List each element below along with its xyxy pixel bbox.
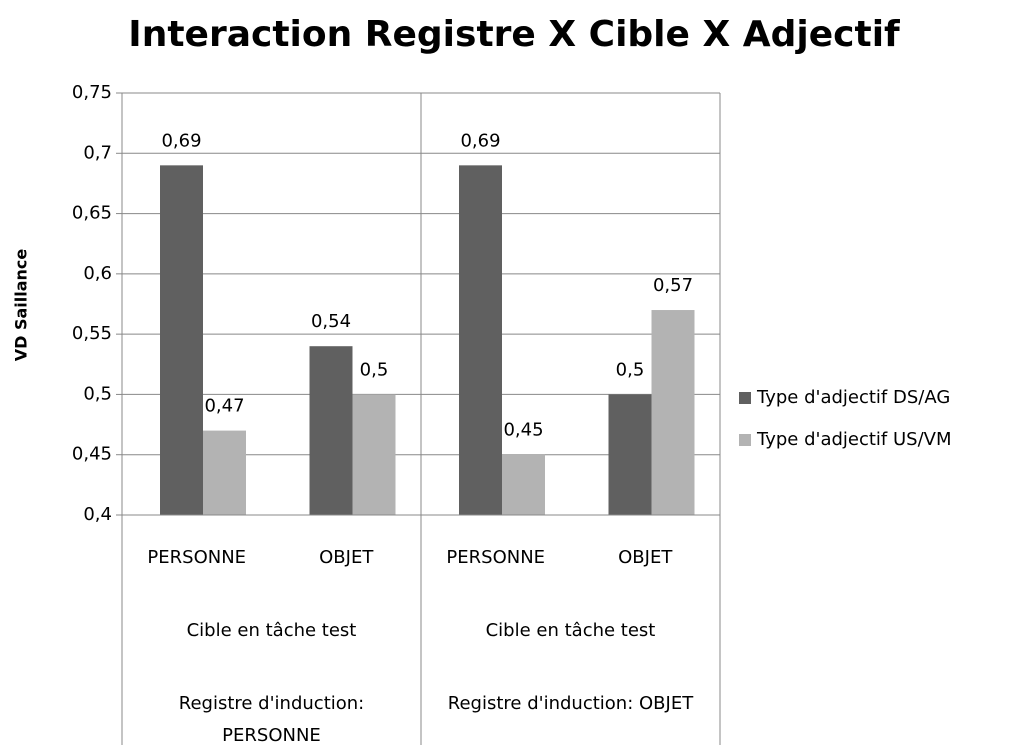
- y-tick-label: 0,7: [83, 142, 112, 163]
- bar: [502, 454, 545, 515]
- y-tick-label: 0,6: [83, 263, 112, 284]
- value-label: 0,5: [360, 359, 389, 380]
- y-tick-label: 0,65: [72, 203, 112, 224]
- bar: [352, 394, 396, 515]
- value-label: 0,5: [616, 359, 645, 380]
- y-tick-label: 0,55: [72, 323, 112, 344]
- group-induction-label: Registre d'induction: PERSONNE: [178, 693, 365, 746]
- y-tick-label: 0,5: [83, 383, 112, 404]
- value-label: 0,45: [503, 420, 543, 441]
- x-tick-label: OBJET: [618, 547, 673, 568]
- bar: [459, 165, 502, 516]
- y-tick-label: 0,75: [72, 82, 112, 103]
- legend-marker: [739, 434, 751, 446]
- legend-label: Type d'adjectif US/VM: [756, 429, 952, 450]
- group-target-label: Cible en tâche test: [186, 620, 357, 641]
- group-target-label: Cible en tâche test: [485, 620, 656, 641]
- bar: [309, 346, 353, 515]
- y-tick-label: 0,4: [83, 504, 112, 525]
- bar: [608, 394, 652, 515]
- bar: [203, 430, 246, 515]
- legend-label: Type d'adjectif DS/AG: [756, 387, 950, 408]
- x-tick-label: OBJET: [319, 547, 374, 568]
- value-label: 0,69: [460, 130, 500, 151]
- chart-title: Interaction Registre X Cible X Adjectif: [128, 14, 900, 55]
- value-label: 0,47: [204, 396, 244, 417]
- bar: [651, 310, 695, 515]
- bar: [160, 165, 203, 516]
- legend-marker: [739, 392, 751, 404]
- y-tick-label: 0,45: [72, 444, 112, 465]
- value-label: 0,69: [161, 130, 201, 151]
- y-axis-label: VD Saillance: [12, 249, 31, 362]
- group-induction-label: Registre d'induction: OBJET: [447, 693, 694, 714]
- x-tick-label: PERSONNE: [446, 547, 545, 568]
- value-label: 0,57: [653, 275, 693, 296]
- x-tick-label: PERSONNE: [147, 547, 246, 568]
- value-label: 0,54: [311, 311, 351, 332]
